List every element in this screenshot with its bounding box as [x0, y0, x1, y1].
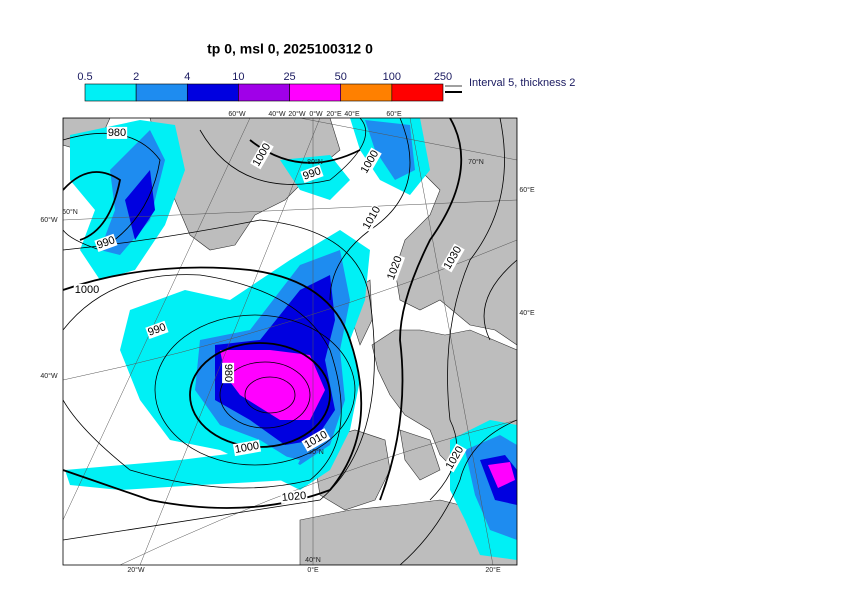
graticule [63, 118, 517, 565]
colorbar-bin [340, 83, 393, 102]
graticule-label: 20°E [485, 566, 501, 574]
colorbar-label: 10 [232, 71, 244, 83]
graticule-label: 50°N [308, 448, 324, 456]
isobar-label: 980 [222, 364, 234, 382]
colorbar-label: 250 [434, 71, 452, 83]
colorbar-label: 25 [283, 71, 295, 83]
isobar-label-bg [250, 140, 274, 170]
graticule-label: 0°E [307, 566, 319, 574]
colorbar-label: 0.5 [77, 71, 92, 83]
colorbar-bin [135, 83, 188, 102]
isobar-label: 1000 [234, 440, 260, 456]
map [63, 118, 517, 565]
isobar-label-bg [360, 203, 384, 233]
isobar-label-bg [222, 362, 235, 384]
colorbar-bin [238, 83, 290, 102]
isobar-label: 990 [146, 321, 167, 339]
isobar-label-bg [73, 283, 101, 296]
graticule-label: 60°W [40, 216, 58, 224]
colorbar-bin [391, 83, 444, 102]
graticule-label: 20°W [288, 110, 306, 118]
isobars [63, 118, 517, 565]
isobar-label-bg [441, 243, 465, 273]
colorbar-label: 100 [383, 71, 401, 83]
isobar-label: 1000 [75, 284, 99, 296]
map-frame [62, 117, 518, 566]
isobar-label-bg [94, 233, 118, 253]
isobar-label: 980 [108, 127, 126, 139]
graticule-label: 60°N [62, 208, 78, 216]
isobar-label-bg [300, 164, 324, 184]
colorbar-label: 2 [133, 71, 139, 83]
precipitation [65, 118, 517, 560]
isobar-label-bg [145, 320, 169, 340]
graticule-label: 60°E [519, 186, 535, 194]
graticule-label: 80°N [307, 158, 323, 166]
graticule-label: 40°N [305, 556, 321, 564]
isobar-label-bg [443, 443, 467, 473]
isobar-label-bg [301, 428, 331, 452]
colorbar-bin [289, 83, 342, 102]
graticule-label: 40°W [268, 110, 286, 118]
graticule-label: 40°E [344, 110, 360, 118]
colorbar-label: 4 [184, 71, 190, 83]
colorbar-bin [186, 83, 239, 102]
isobar-label-bg [280, 489, 308, 505]
isobar-label-bg [358, 147, 382, 177]
colorbar-bin [84, 83, 137, 102]
graticule-label: 60°E [386, 110, 402, 118]
graticule-label: 20°E [326, 110, 342, 118]
colorbar-label: 50 [335, 71, 347, 83]
graticule-label: 20°W [127, 566, 145, 574]
isobar-label-bg [384, 253, 406, 283]
graticule-label: 0°W [309, 110, 323, 118]
graticule-label: 60°W [228, 110, 246, 118]
isobar-label-bg [232, 439, 262, 457]
graticule-label: 40°E [519, 309, 535, 317]
graticule-label: 40°W [40, 372, 58, 380]
graticule-label: 70°N [468, 158, 484, 166]
title: tp 0, msl 0, 2025100312 0 [207, 41, 373, 57]
isobar-label-bg [106, 126, 128, 139]
legend-text: Interval 5, thickness 2 [469, 77, 575, 89]
isobar-label: 990 [95, 234, 116, 252]
colorbar: 0.5 2 4 10 25 50 100 250 [77, 71, 452, 102]
isobar-label: 1020 [281, 490, 306, 504]
isobar-label: 990 [301, 165, 322, 183]
